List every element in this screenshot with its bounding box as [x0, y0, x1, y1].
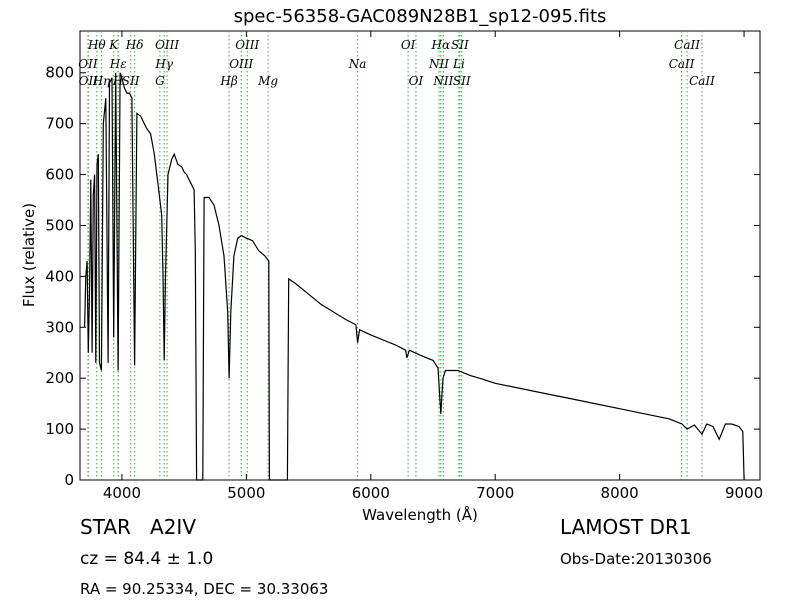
y-tick-label: 0: [64, 471, 74, 489]
x-tick-label: 6000: [352, 484, 390, 502]
spectral-line-label: OIII: [155, 38, 179, 52]
spectral-line-label: SII: [453, 74, 471, 88]
spectral-line-label: CaII: [689, 74, 715, 88]
spectral-line-label: Hβ: [219, 74, 237, 88]
spectral-line-label: Hδ: [125, 38, 144, 52]
coordinates: RA = 90.25334, DEC = 30.33063: [80, 580, 328, 598]
plot-frame: [79, 30, 761, 481]
redshift: cz = 84.4 ± 1.0: [80, 549, 213, 569]
x-tick-label: 8000: [601, 484, 639, 502]
chart-title: spec-56358-GAC089N28B1_sp12-095.fits: [234, 6, 607, 27]
spectral-line-label: CaII: [674, 38, 700, 52]
x-tick-label: 5000: [227, 484, 265, 502]
spectral-line-label: OI: [401, 38, 416, 52]
y-tick-label: 600: [45, 166, 74, 184]
y-axis-label: Flux (relative): [20, 203, 38, 307]
y-tick-label: 700: [45, 115, 74, 133]
y-tick-label: 100: [45, 420, 74, 438]
spectral-line-label: CaII: [669, 57, 695, 71]
y-tick-label: 300: [45, 318, 74, 336]
object-class: STAR A2IV: [80, 515, 196, 539]
y-tick-label: 400: [45, 267, 74, 285]
spectral-line-label: Hγ: [154, 57, 173, 71]
spectral-line-label: Na: [348, 57, 367, 71]
spectral-line-label: OIII: [235, 38, 259, 52]
spectral-line-label: OI: [409, 74, 424, 88]
spectral-line-label: Hα: [431, 38, 451, 52]
spectral-line-label: K: [108, 38, 119, 52]
spectral-line-label: OII: [79, 74, 99, 88]
spectral-line-label: Mg: [257, 74, 278, 88]
spectral-line-label: NII: [432, 74, 453, 88]
spectral-line-label: G: [155, 74, 165, 88]
obs-date: Obs-Date:20130306: [560, 550, 712, 568]
x-tick-label: 7000: [476, 484, 514, 502]
spectral-line-label: Hθ: [87, 38, 106, 52]
spectral-line-label: SII: [451, 38, 469, 52]
spectral-line-label: NII: [428, 57, 449, 71]
y-tick-label: 200: [45, 369, 74, 387]
x-tick-label: 4000: [103, 484, 141, 502]
x-axis-label: Wavelength (Å): [362, 505, 478, 524]
spectral-line-label: OIII: [229, 57, 253, 71]
x-tick-label: 9000: [725, 484, 763, 502]
spectral-line-label: Hη: [92, 74, 111, 88]
spectral-line-label: H: [112, 74, 124, 88]
y-tick-label: 500: [45, 216, 74, 234]
survey: LAMOST DR1: [560, 515, 692, 539]
spectral-line-label: SII: [122, 74, 140, 88]
spectral-line-label: Li: [452, 57, 465, 71]
y-tick-label: 800: [45, 64, 74, 82]
spectrum-line: [84, 72, 745, 481]
